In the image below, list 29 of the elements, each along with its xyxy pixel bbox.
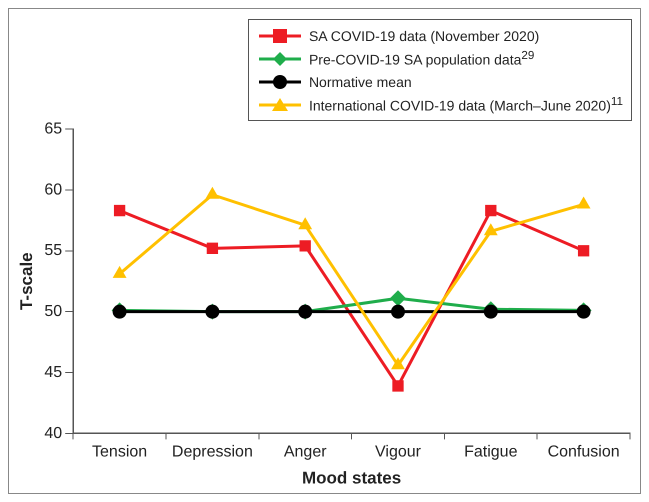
y-axis-title: T-scale [16,252,36,310]
x-tick-label: Anger [284,443,328,460]
y-tick-label: 60 [44,181,62,198]
point [576,304,591,319]
point [484,304,498,319]
point [112,304,127,319]
point [578,245,590,256]
y-tick-label: 40 [44,424,62,442]
legend-label: Normative mean [308,74,412,90]
legend-label: International COVID-19 data (March–June 2020)$^{11}$ [308,95,623,114]
x-tick-label: Vigour [375,443,422,460]
x-tick-label: Fatigue [464,443,518,460]
point [300,240,311,252]
point [485,204,496,216]
point [392,380,404,392]
y-tick-label: 45 [44,364,62,381]
point [390,290,406,306]
legend-label: Pre-COVID-19 SA population data$^{29}$ [308,49,534,68]
y-tick-label: 50 [44,303,62,320]
x-tick-label: Depression [172,443,253,460]
point [114,204,126,216]
point [206,242,218,254]
x-tick-label: Tension [92,443,148,460]
x-tick-label: Confusion [548,443,620,460]
point [391,304,405,319]
y-tick-label: 65 [44,120,62,138]
y-tick-label: 55 [44,242,62,260]
legend-label: SA COVID-19 data (November 2020) [308,28,540,44]
x-axis-title: Mood states [302,468,402,488]
